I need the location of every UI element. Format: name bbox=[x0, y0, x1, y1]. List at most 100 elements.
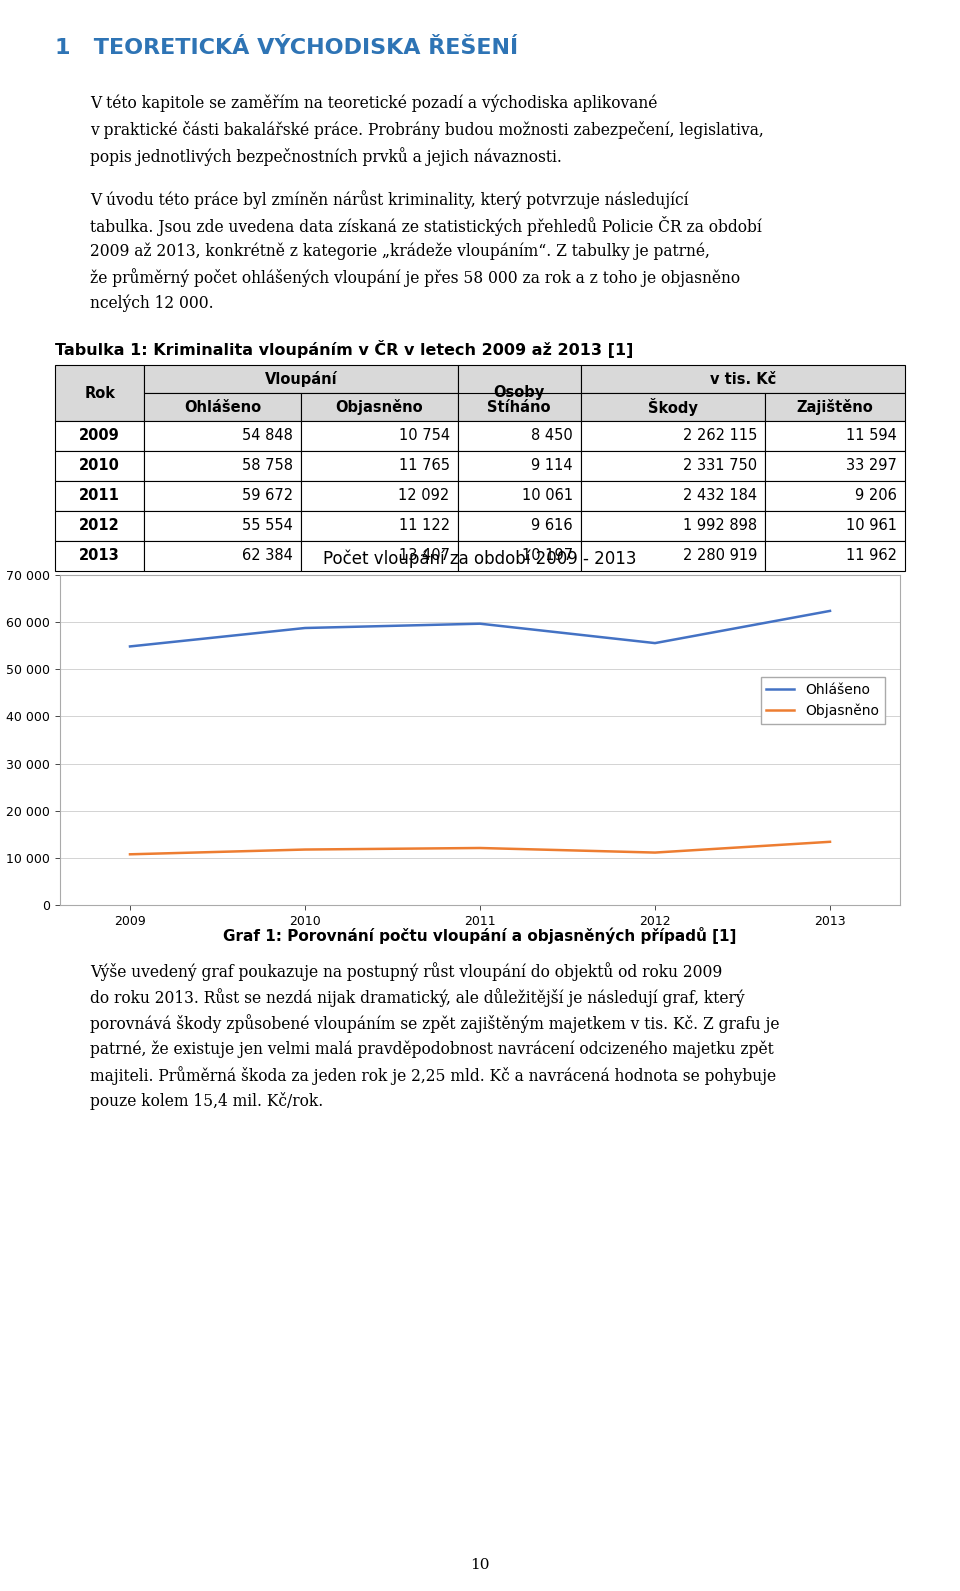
Line: Ohlášeno: Ohlášeno bbox=[130, 611, 830, 646]
Bar bbox=[765, 422, 905, 450]
Text: 13 407: 13 407 bbox=[398, 549, 449, 563]
Ohlášeno bbox=[649, 633, 660, 652]
Text: 9 206: 9 206 bbox=[855, 488, 897, 503]
Bar bbox=[144, 480, 301, 511]
Text: 11 122: 11 122 bbox=[398, 519, 449, 533]
Bar bbox=[581, 480, 765, 511]
Ohlášeno bbox=[124, 636, 135, 655]
Bar bbox=[581, 511, 765, 541]
Title: Počet vloupání za období 2009 - 2013: Počet vloupání za období 2009 - 2013 bbox=[324, 549, 636, 568]
Text: Tabulka 1: Kriminalita vloupáním v ČR v letech 2009 až 2013 [1]: Tabulka 1: Kriminalita vloupáním v ČR v … bbox=[55, 340, 634, 358]
Bar bbox=[458, 450, 581, 480]
Bar bbox=[581, 541, 765, 571]
Bar bbox=[458, 511, 581, 541]
Text: 8 450: 8 450 bbox=[531, 428, 573, 444]
Legend: Ohlášeno, Objasněno: Ohlášeno, Objasněno bbox=[760, 678, 885, 724]
Text: 58 758: 58 758 bbox=[242, 458, 293, 474]
Text: 10 061: 10 061 bbox=[521, 488, 573, 503]
Text: popis jednotlivých bezpečnostních prvků a jejich návaznosti.: popis jednotlivých bezpečnostních prvků … bbox=[90, 146, 562, 165]
Bar bbox=[55, 364, 144, 422]
Text: Rok: Rok bbox=[84, 385, 115, 401]
Text: 54 848: 54 848 bbox=[242, 428, 293, 444]
Text: 2011: 2011 bbox=[80, 488, 120, 503]
Text: 11 765: 11 765 bbox=[398, 458, 449, 474]
Text: 1   TEORETICKÁ VÝCHODISKA ŘEŠENÍ: 1 TEORETICKÁ VÝCHODISKA ŘEŠENÍ bbox=[55, 38, 518, 57]
Ohlášeno bbox=[300, 619, 311, 638]
Text: 55 554: 55 554 bbox=[242, 519, 293, 533]
Text: 2 331 750: 2 331 750 bbox=[684, 458, 757, 474]
Text: 59 672: 59 672 bbox=[242, 488, 293, 503]
Bar bbox=[765, 480, 905, 511]
Bar bbox=[55, 450, 144, 480]
Text: Stíháno: Stíháno bbox=[488, 399, 551, 415]
Bar bbox=[581, 450, 765, 480]
Bar bbox=[765, 393, 905, 422]
Ohlášeno bbox=[474, 614, 486, 633]
Bar bbox=[55, 541, 144, 571]
Text: 1 992 898: 1 992 898 bbox=[684, 519, 757, 533]
Text: 10 961: 10 961 bbox=[846, 519, 897, 533]
Bar bbox=[458, 364, 581, 422]
Text: tabulka. Jsou zde uvedena data získaná ze statistických přehledů Policie ČR za o: tabulka. Jsou zde uvedena data získaná z… bbox=[90, 216, 761, 235]
Text: 10: 10 bbox=[470, 1558, 490, 1572]
Text: majiteli. Průměrná škoda za jeden rok je 2,25 mld. Kč a navrácená hodnota se poh: majiteli. Průměrná škoda za jeden rok je… bbox=[90, 1066, 776, 1085]
Bar bbox=[144, 393, 301, 422]
Objasněno bbox=[124, 845, 135, 864]
Text: 10 197: 10 197 bbox=[521, 549, 573, 563]
Text: 9 114: 9 114 bbox=[531, 458, 573, 474]
Text: Vloupání: Vloupání bbox=[265, 371, 337, 387]
Bar bbox=[458, 422, 581, 450]
Objasněno bbox=[649, 843, 660, 862]
Bar bbox=[144, 511, 301, 541]
Bar bbox=[301, 422, 458, 450]
Text: 2010: 2010 bbox=[80, 458, 120, 474]
Objasněno bbox=[474, 838, 486, 858]
Objasněno bbox=[300, 840, 311, 859]
Bar bbox=[581, 364, 905, 393]
Text: 2 262 115: 2 262 115 bbox=[683, 428, 757, 444]
Bar bbox=[301, 393, 458, 422]
Bar bbox=[144, 422, 301, 450]
Text: 11 962: 11 962 bbox=[846, 549, 897, 563]
Bar bbox=[581, 422, 765, 450]
Text: pouze kolem 15,4 mil. Kč/rok.: pouze kolem 15,4 mil. Kč/rok. bbox=[90, 1091, 324, 1111]
Objasněno bbox=[825, 832, 836, 851]
Text: 2013: 2013 bbox=[80, 549, 120, 563]
Bar bbox=[301, 541, 458, 571]
Text: ncelých 12 000.: ncelých 12 000. bbox=[90, 294, 214, 312]
Text: v praktické části bakalářské práce. Probrány budou možnosti zabezpečení, legisla: v praktické části bakalářské práce. Prob… bbox=[90, 121, 764, 138]
Text: Osoby: Osoby bbox=[493, 385, 544, 401]
Text: 11 594: 11 594 bbox=[846, 428, 897, 444]
Text: 9 616: 9 616 bbox=[531, 519, 573, 533]
Bar bbox=[765, 541, 905, 571]
Text: patrné, že existuje jen velmi malá pravděpodobnost navrácení odcizeného majetku : patrné, že existuje jen velmi malá pravd… bbox=[90, 1041, 774, 1058]
Bar bbox=[301, 480, 458, 511]
Bar bbox=[144, 450, 301, 480]
Text: 2009 až 2013, konkrétně z kategorie „krádeže vloupáním“. Z tabulky je patrné,: 2009 až 2013, konkrétně z kategorie „krá… bbox=[90, 242, 709, 259]
Text: Objasněno: Objasněno bbox=[336, 399, 423, 415]
Text: 2 280 919: 2 280 919 bbox=[683, 549, 757, 563]
Text: 10 754: 10 754 bbox=[398, 428, 449, 444]
Text: 2012: 2012 bbox=[80, 519, 120, 533]
Bar bbox=[144, 364, 458, 393]
Ohlášeno bbox=[825, 601, 836, 620]
Text: Zajištěno: Zajištěno bbox=[797, 399, 874, 415]
Bar bbox=[458, 393, 581, 422]
Bar bbox=[765, 511, 905, 541]
Bar bbox=[765, 450, 905, 480]
Line: Objasněno: Objasněno bbox=[130, 842, 830, 854]
Bar bbox=[458, 541, 581, 571]
Text: že průměrný počet ohlášených vloupání je přes 58 000 za rok a z toho je objasněn: že průměrný počet ohlášených vloupání je… bbox=[90, 267, 740, 286]
Text: 2 432 184: 2 432 184 bbox=[684, 488, 757, 503]
Bar bbox=[581, 393, 765, 422]
Bar bbox=[458, 480, 581, 511]
Text: Výše uvedený graf poukazuje na postupný růst vloupání do objektů od roku 2009: Výše uvedený graf poukazuje na postupný … bbox=[90, 963, 722, 982]
Text: v tis. Kč: v tis. Kč bbox=[709, 372, 776, 387]
Text: V této kapitole se zaměřím na teoretické pozadí a východiska aplikované: V této kapitole se zaměřím na teoretické… bbox=[90, 95, 658, 113]
Text: porovnává škody způsobené vloupáním se zpět zajištěným majetkem v tis. Kč. Z gra: porovnává škody způsobené vloupáním se z… bbox=[90, 1013, 780, 1033]
Bar bbox=[55, 422, 144, 450]
Bar bbox=[144, 541, 301, 571]
Bar bbox=[301, 511, 458, 541]
Text: Škody: Škody bbox=[648, 398, 698, 415]
Text: Ohlášeno: Ohlášeno bbox=[184, 399, 261, 415]
